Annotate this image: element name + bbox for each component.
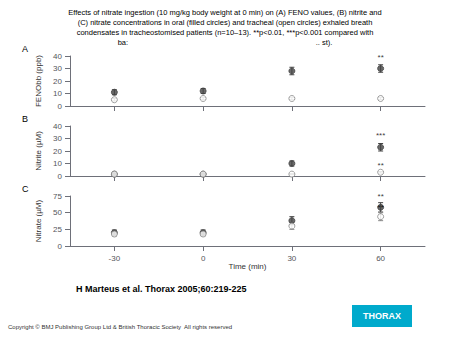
svg-text:0: 0 xyxy=(58,102,63,111)
svg-text:40: 40 xyxy=(53,122,62,131)
svg-text:0: 0 xyxy=(201,254,206,263)
svg-text:A: A xyxy=(22,44,28,54)
svg-text:30: 30 xyxy=(287,254,296,263)
svg-text:-30: -30 xyxy=(109,254,121,263)
svg-text:50: 50 xyxy=(53,208,62,217)
svg-text:25: 25 xyxy=(53,225,62,234)
svg-text:condensates in tracheostomised: condensates in tracheostomised patients … xyxy=(77,28,374,37)
svg-text:**: ** xyxy=(378,192,384,201)
svg-text:20: 20 xyxy=(53,147,62,156)
svg-text:30: 30 xyxy=(53,64,62,73)
svg-text:40: 40 xyxy=(53,52,62,61)
svg-text:10: 10 xyxy=(53,89,62,98)
svg-text:30: 30 xyxy=(53,134,62,143)
svg-text:**: ** xyxy=(378,53,384,62)
svg-text:**: ** xyxy=(378,203,384,212)
svg-text:Nitrite (µM): Nitrite (µM) xyxy=(34,131,43,171)
svg-text:Time (min): Time (min) xyxy=(229,262,267,271)
svg-text:60: 60 xyxy=(376,254,385,263)
svg-text:H Marteus et al. Thorax 2005;6: H Marteus et al. Thorax 2005;60:219-225 xyxy=(76,284,247,294)
svg-text:Nitrate (µM): Nitrate (µM) xyxy=(34,199,43,242)
svg-text:FENObb (ppb): FENObb (ppb) xyxy=(34,55,43,107)
svg-text:**: ** xyxy=(378,161,384,170)
svg-text:(C) nitrate concentrations in: (C) nitrate concentrations in oral (fill… xyxy=(78,18,373,27)
svg-text:0: 0 xyxy=(58,172,63,181)
svg-text:THORAX: THORAX xyxy=(363,311,401,321)
svg-text:20: 20 xyxy=(53,77,62,86)
svg-text:0: 0 xyxy=(58,242,63,251)
svg-text:Copyright © BMJ Publishing Gro: Copyright © BMJ Publishing Group Ltd & B… xyxy=(8,324,232,330)
svg-text:ba:: ba: .. st). xyxy=(118,38,333,47)
svg-text:Effects of nitrate ingestion (: Effects of nitrate ingestion (10 mg/kg b… xyxy=(68,8,381,17)
svg-text:***: *** xyxy=(376,131,385,140)
svg-text:10: 10 xyxy=(53,159,62,168)
svg-text:B: B xyxy=(22,114,28,124)
svg-text:75: 75 xyxy=(53,192,62,201)
svg-text:C: C xyxy=(22,184,29,194)
